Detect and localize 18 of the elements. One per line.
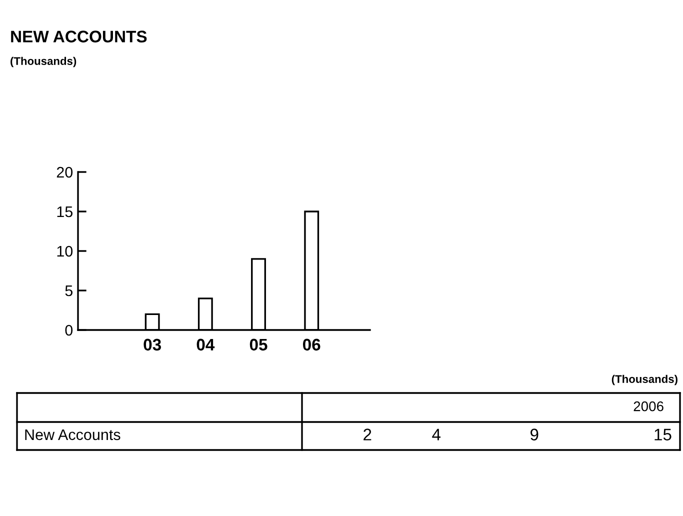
chart-title: NEW ACCOUNTS bbox=[11, 30, 147, 42]
y-tick-label: 20 bbox=[56, 166, 73, 178]
text: 2 bbox=[364, 428, 372, 440]
x-tick-label: 03 bbox=[144, 338, 161, 351]
y-tick-label: 15 bbox=[57, 206, 72, 218]
text: 2006 bbox=[634, 401, 664, 412]
chart-subtitle: (Thousands) bbox=[10, 56, 76, 68]
text: 9 bbox=[530, 428, 538, 440]
x-tick-label: 06 bbox=[302, 338, 320, 351]
text: (Thousands) bbox=[612, 374, 678, 386]
y-tick-label: 10 bbox=[57, 246, 73, 257]
x-tick-label: 04 bbox=[196, 338, 215, 351]
text: 15 bbox=[654, 428, 672, 440]
x-tick-label: 05 bbox=[250, 338, 268, 351]
text: 4 bbox=[432, 428, 441, 440]
text: New Accounts bbox=[25, 429, 120, 440]
y-tick-label: 5 bbox=[65, 286, 72, 296]
y-tick-label: 0 bbox=[65, 324, 73, 336]
